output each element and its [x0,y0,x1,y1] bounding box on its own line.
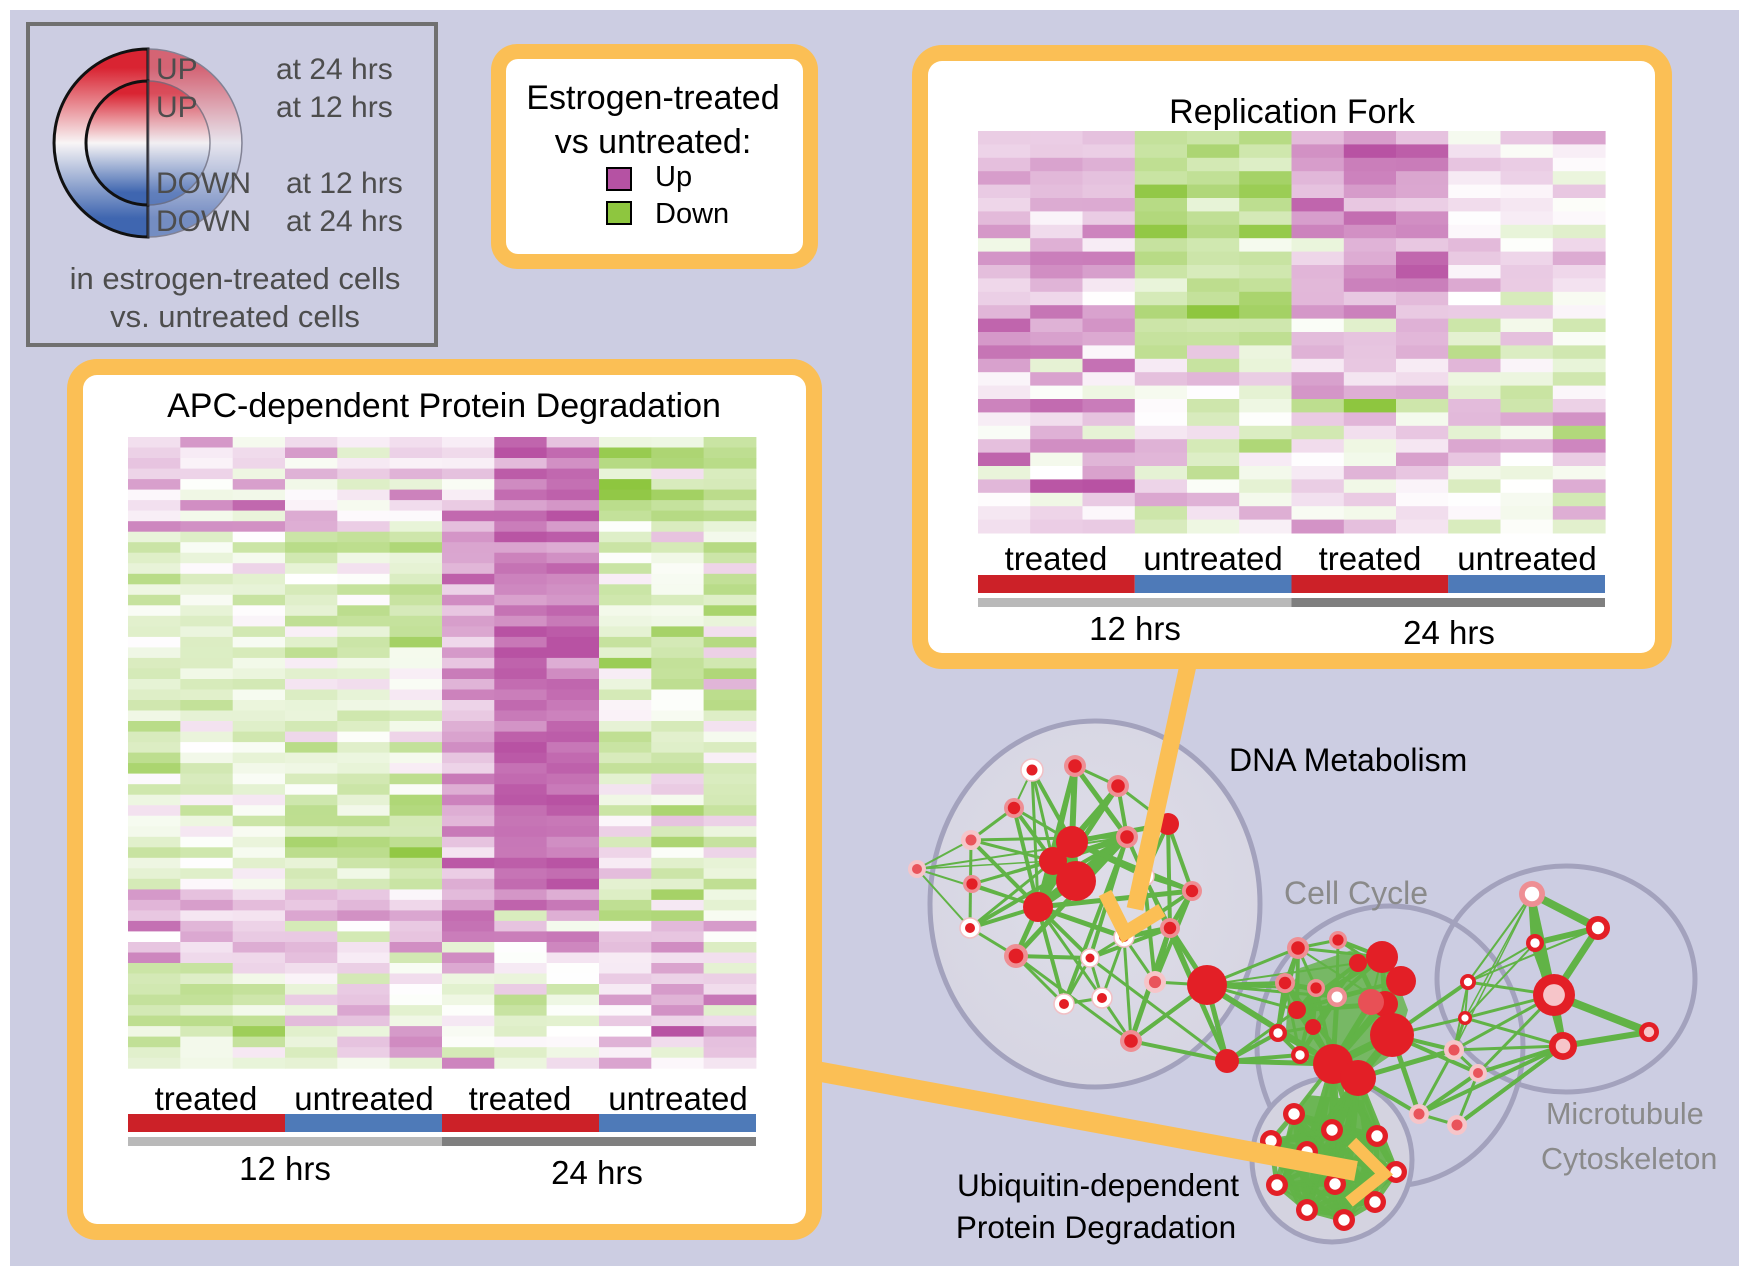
svg-text:Protein Degradation: Protein Degradation [956,1209,1236,1245]
svg-text:vs. untreated cells: vs. untreated cells [110,299,360,334]
svg-text:Up: Up [655,161,692,193]
svg-text:UP: UP [156,53,198,86]
svg-text:untreated: untreated [608,1080,747,1117]
svg-text:DNA Metabolism: DNA Metabolism [1229,742,1467,778]
svg-text:at 12 hrs: at 12 hrs [286,167,403,200]
svg-text:DOWN: DOWN [156,167,251,200]
svg-text:24 hrs: 24 hrs [1403,614,1495,651]
svg-text:at 12 hrs: at 12 hrs [276,91,393,124]
svg-text:Replication Fork: Replication Fork [1169,93,1416,131]
svg-text:12 hrs: 12 hrs [239,1150,331,1187]
svg-text:untreated: untreated [1457,540,1596,577]
svg-text:12 hrs: 12 hrs [1089,610,1181,647]
svg-text:at 24 hrs: at 24 hrs [276,53,393,86]
svg-text:Cell Cycle: Cell Cycle [1284,875,1428,911]
svg-text:DOWN: DOWN [156,205,251,238]
svg-text:Ubiquitin-dependent: Ubiquitin-dependent [957,1167,1239,1203]
svg-text:untreated: untreated [294,1080,433,1117]
svg-text:Cytoskeleton: Cytoskeleton [1541,1142,1717,1176]
svg-text:treated: treated [469,1080,572,1117]
svg-text:treated: treated [1319,540,1422,577]
svg-text:vs untreated:: vs untreated: [555,123,752,161]
svg-text:Microtubule: Microtubule [1546,1097,1704,1131]
svg-text:treated: treated [1005,540,1108,577]
svg-text:treated: treated [155,1080,258,1117]
svg-text:at 24 hrs: at 24 hrs [286,205,403,238]
svg-text:APC-dependent Protein Degradat: APC-dependent Protein Degradation [167,387,721,425]
svg-text:UP: UP [156,91,198,124]
svg-text:in estrogen-treated cells: in estrogen-treated cells [70,261,401,296]
svg-text:Estrogen-treated: Estrogen-treated [526,79,779,117]
svg-text:Down: Down [655,198,729,230]
svg-text:24 hrs: 24 hrs [551,1154,643,1191]
svg-text:untreated: untreated [1143,540,1282,577]
